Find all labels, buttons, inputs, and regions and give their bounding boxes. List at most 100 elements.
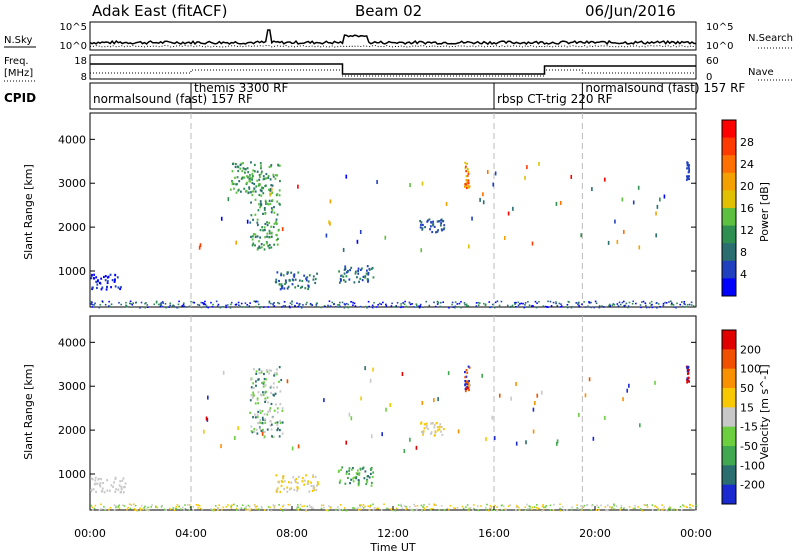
scatter-point [239, 190, 242, 193]
scatter-point [234, 435, 236, 440]
scatter-point [197, 303, 199, 306]
scatter-point [264, 199, 267, 202]
scatter-point [566, 509, 568, 511]
scatter-point [342, 247, 345, 252]
scatter-point [436, 426, 439, 429]
scatter-point [163, 508, 166, 511]
scatter-point [614, 219, 616, 224]
scatter-point [526, 165, 528, 170]
scatter-point [248, 505, 251, 508]
scatter-point [257, 402, 260, 405]
scatter-point [283, 480, 286, 483]
station-title: Adak East (fitACF) [92, 2, 227, 20]
scatter-point [320, 507, 323, 510]
scatter-point [90, 274, 93, 277]
scatter-point [467, 508, 470, 511]
scatter-point [250, 430, 253, 433]
scatter-point [268, 243, 271, 247]
scatter-point [278, 302, 281, 305]
scatter-point [109, 506, 112, 509]
scatter-point [277, 163, 279, 166]
scatter-point [122, 491, 125, 494]
scatter-point [345, 302, 348, 305]
scatter-point [364, 366, 366, 371]
scatter-point [234, 162, 237, 166]
scatter-point [256, 300, 259, 303]
scatter-point [276, 407, 279, 410]
scatter-point [385, 303, 387, 306]
noise-left-tick-top: 10^5 [60, 22, 87, 33]
scatter-point [270, 231, 273, 234]
scatter-point [421, 223, 424, 227]
scatter-point [368, 305, 370, 308]
scatter-point [104, 279, 107, 282]
scatter-point [576, 504, 578, 506]
scatter-point [635, 302, 637, 305]
scatter-point [297, 271, 300, 274]
scatter-point [356, 507, 359, 509]
scatter-point [366, 306, 368, 309]
scatter-point [651, 303, 653, 306]
scatter-point [415, 303, 418, 305]
scatter-point [142, 508, 145, 511]
scatter-point [261, 431, 264, 436]
scatter-point [651, 306, 654, 309]
nsearch-label: N.Search [748, 33, 793, 44]
scatter-point [109, 273, 112, 276]
scatter-point [269, 189, 272, 192]
scatter-point [354, 272, 357, 275]
scatter-point [117, 488, 120, 491]
scatter-point [501, 509, 503, 512]
scatter-point [222, 370, 225, 375]
scatter-point [278, 202, 281, 205]
scatter-point [631, 302, 634, 305]
scatter-point [582, 506, 585, 509]
scatter-point [249, 399, 252, 402]
scatter-point [267, 188, 270, 191]
scatter-point [246, 181, 248, 184]
scatter-point [217, 303, 220, 306]
scatter-point [236, 509, 238, 511]
scatter-point [253, 163, 256, 167]
scatter-point [657, 303, 660, 305]
colorbar-tick-label: 200 [740, 343, 761, 356]
scatter-point [218, 504, 220, 506]
scatter-point [484, 303, 487, 306]
scatter-point [93, 273, 96, 276]
scatter-point [420, 221, 423, 224]
scatter-point [296, 489, 299, 492]
scatter-point [598, 306, 601, 309]
scatter-point [297, 444, 300, 449]
scatter-point [343, 507, 346, 509]
scatter-point [102, 481, 105, 485]
y-tick-label: 3000 [58, 177, 86, 190]
scatter-point [632, 300, 634, 303]
freq-left-tick-bottom: 8 [81, 72, 87, 83]
scatter-point [275, 489, 278, 492]
scatter-point [273, 206, 275, 209]
scatter-point [210, 508, 212, 510]
scatter-point [361, 279, 364, 282]
scatter-point [348, 472, 351, 476]
scatter-point [544, 305, 547, 308]
scatter-point [687, 376, 690, 379]
scatter-point [147, 306, 149, 309]
scatter-point [672, 304, 675, 306]
scatter-point [312, 484, 315, 488]
scatter-point [457, 429, 460, 434]
scatter-point [188, 305, 191, 308]
cpid-segment-label: normalsound (fast) 157 RF [585, 81, 745, 95]
scatter-point [284, 508, 287, 510]
scatter-point [419, 422, 422, 425]
scatter-point [563, 509, 565, 512]
scatter-point [254, 213, 257, 216]
scatter-point [270, 509, 273, 512]
scatter-point [250, 425, 253, 428]
scatter-point [204, 303, 207, 306]
scatter-point [128, 503, 131, 506]
scatter-point [316, 302, 318, 305]
scatter-point [155, 301, 158, 304]
scatter-point [555, 302, 557, 305]
beam-title: Beam 02 [355, 2, 422, 20]
scatter-point [338, 281, 341, 284]
